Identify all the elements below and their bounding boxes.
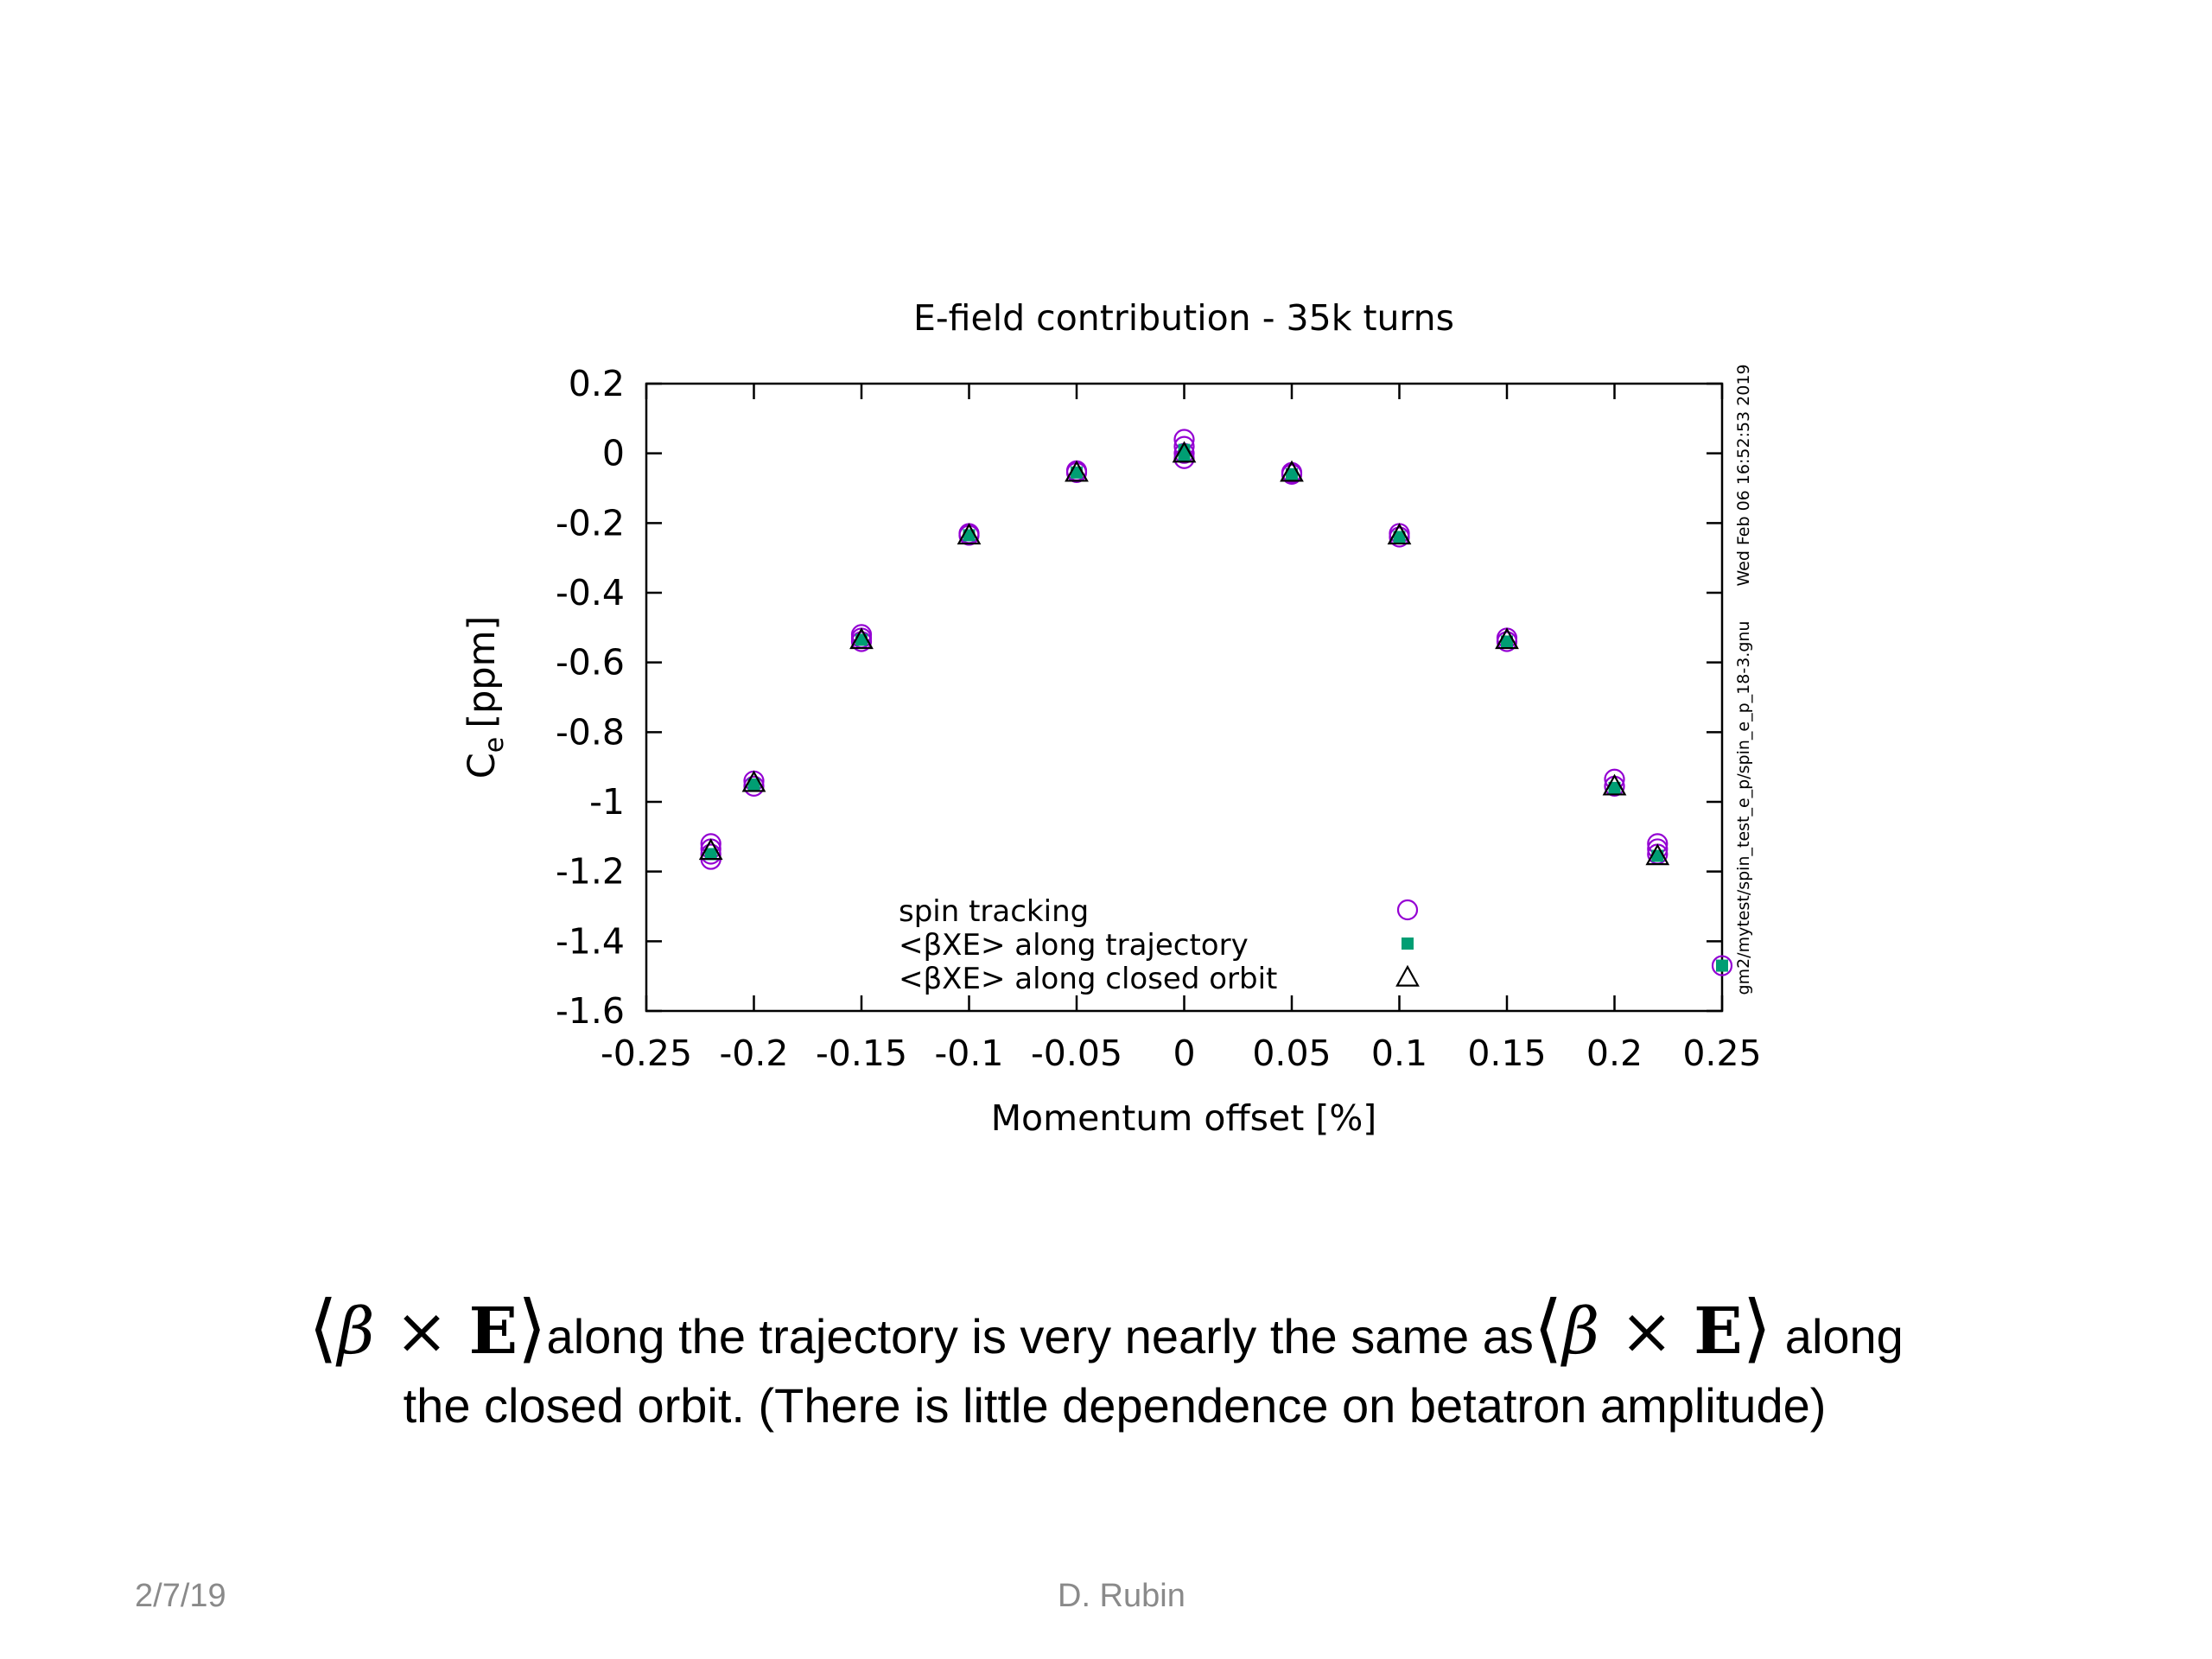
slide-date: 2/7/19	[135, 1578, 226, 1614]
spin-tracking-point	[743, 775, 765, 797]
caption-line-1: ⟨β × E⟩along the trajectory is very near…	[0, 1285, 2212, 1371]
y-tick-labels: 0.2 0 -0.2 -0.4 -0.6 -0.8 -1 -1.2 -1.4 -1.6	[556, 363, 625, 1032]
x-tick-label: -0.15	[816, 1033, 907, 1074]
plot-frame	[645, 382, 1724, 1013]
math-beta-cross-e-2: ⟨β × E⟩	[1533, 1285, 1772, 1371]
trajectory-point	[1501, 635, 1513, 648]
closed-orbit-point	[849, 627, 874, 650]
legend: spin tracking<βXE> along trajectory<βXE>…	[899, 894, 1420, 996]
plot-script-path: gm2/mytest/spin_test_e_p/spin_e_p_18-3.g…	[1734, 621, 1753, 995]
x-tick-labels: -0.25 -0.2 -0.15 -0.1 -0.05 0 0.05 0.1 0.15 0.2 0.…	[601, 1033, 1762, 1074]
closed-orbit-point	[1172, 441, 1197, 463]
x-tick-label: -0.05	[1031, 1033, 1122, 1074]
y-axis-label: Ce [ppm]	[461, 616, 510, 779]
x-tick-label: 0.25	[1682, 1033, 1761, 1074]
caption-text-1a: along the trajectory is very nearly the …	[546, 1309, 1534, 1363]
trajectory-point	[1608, 781, 1621, 794]
chart-title: E-field contribution - 35k turns	[913, 297, 1454, 339]
y-tick-label: -1.4	[556, 920, 625, 962]
closed-orbit-point	[1387, 523, 1412, 545]
x-tick-label: 0	[1173, 1033, 1195, 1074]
trajectory-point	[704, 848, 717, 861]
caption-line-2: the closed orbit. (There is little depen…	[403, 1378, 1827, 1433]
x-tick-label: -0.2	[720, 1033, 789, 1074]
legend-label: spin tracking	[899, 894, 1089, 929]
y-axis-label-main: C	[461, 753, 504, 779]
legend-marker	[1396, 899, 1419, 921]
x-tick-label: 0.05	[1252, 1033, 1331, 1074]
legend-label: <βXE> along closed orbit	[899, 962, 1277, 996]
trajectory-point	[1286, 467, 1298, 480]
axis-ticks	[645, 382, 1724, 1013]
data-points	[698, 429, 1733, 976]
closed-orbit-point	[957, 523, 982, 545]
y-axis-label-unit: [ppm]	[461, 616, 504, 728]
closed-orbit-point	[698, 838, 723, 861]
spin-tracking-point	[1281, 463, 1303, 485]
closed-orbit-point	[1602, 773, 1627, 796]
y-tick-label: -0.6	[556, 642, 625, 683]
spin-tracking-point	[850, 631, 873, 652]
x-tick-label: 0.2	[1586, 1033, 1643, 1074]
y-tick-label: 0	[602, 433, 625, 474]
y-tick-label: -1.2	[556, 851, 625, 893]
x-tick-label: -0.1	[935, 1033, 1004, 1074]
caption-text-1b: along	[1784, 1309, 1904, 1363]
closed-orbit-point	[1065, 460, 1089, 482]
spin-tracking-point	[1496, 631, 1518, 652]
y-tick-label: -0.2	[556, 502, 625, 543]
legend-marker	[1395, 964, 1420, 987]
closed-orbit-point	[1280, 460, 1304, 482]
y-axis-label-sub: e	[480, 737, 510, 753]
y-tick-label: -0.8	[556, 711, 625, 753]
trajectory-point	[1393, 531, 1406, 543]
y-tick-label: -1	[589, 781, 625, 823]
y-tick-label: -0.4	[556, 572, 625, 613]
plot-timestamp: Wed Feb 06 16:52:53 2019	[1734, 364, 1753, 586]
x-tick-label: -0.25	[601, 1033, 692, 1074]
spin-tracking-point	[1389, 526, 1410, 548]
legend-label: <βXE> along trajectory	[899, 928, 1249, 963]
y-tick-label: 0.2	[569, 363, 625, 404]
legend-marker	[1402, 938, 1414, 950]
closed-orbit-point	[741, 770, 766, 792]
slide-author: D. Rubin	[1058, 1578, 1185, 1614]
math-beta-cross-e-1: ⟨β × E⟩	[308, 1285, 547, 1371]
closed-orbit-point	[1645, 843, 1670, 866]
trajectory-point	[1178, 448, 1191, 461]
trajectory-point	[1716, 959, 1728, 972]
y-tick-label: -1.6	[556, 990, 625, 1032]
x-axis-label: Momentum offset [%]	[991, 1097, 1377, 1139]
spin-tracking-point	[1711, 955, 1733, 976]
spin-tracking-point	[700, 843, 721, 865]
x-tick-label: 0.1	[1371, 1033, 1427, 1074]
x-tick-label: 0.15	[1467, 1033, 1546, 1074]
closed-orbit-point	[1495, 627, 1519, 650]
trajectory-point	[747, 778, 760, 791]
